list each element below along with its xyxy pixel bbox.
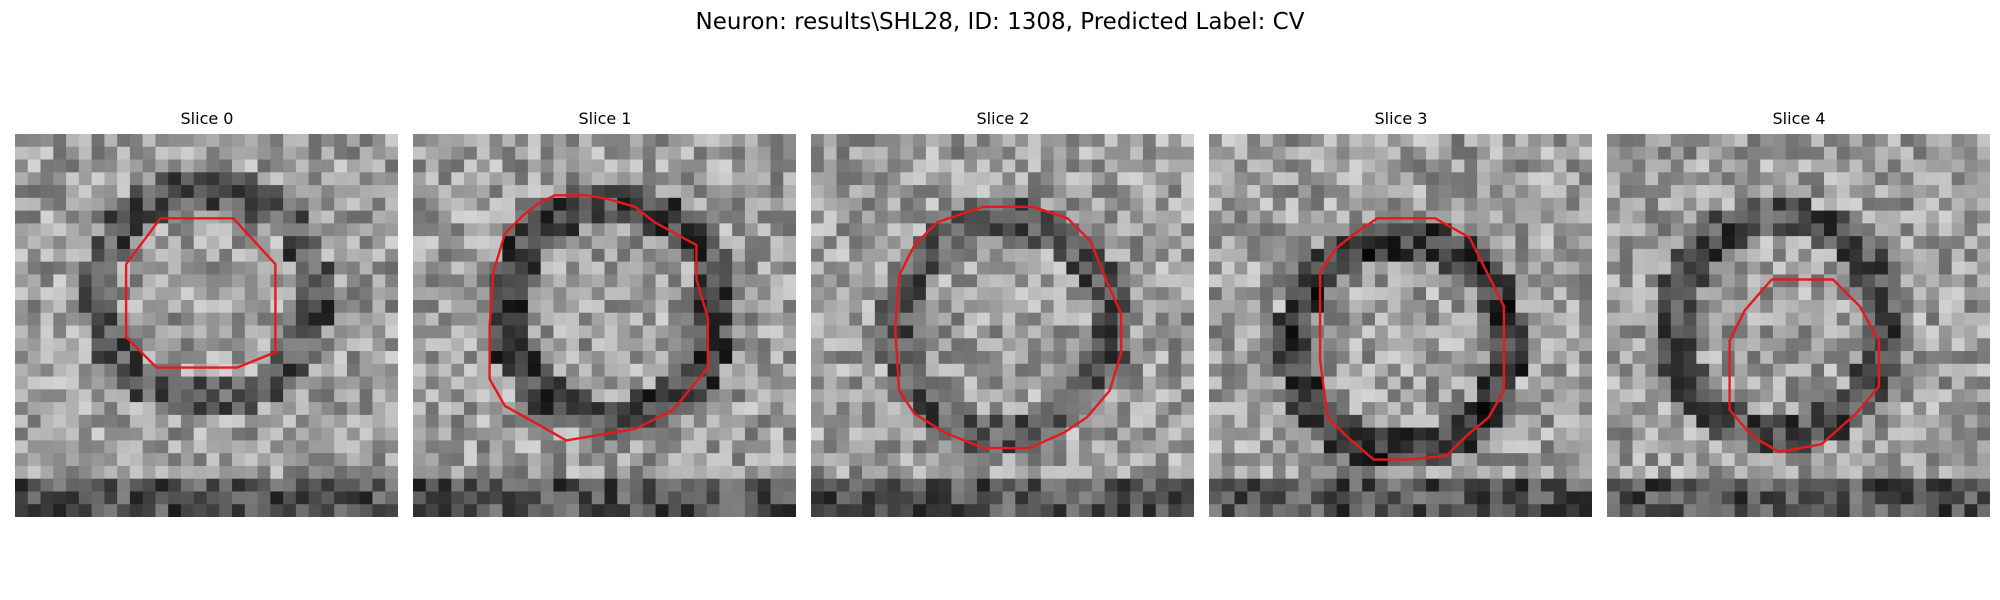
figure-title: Neuron: results\SHL28, ID: 1308, Predict… xyxy=(695,9,1305,35)
slice-image xyxy=(15,134,398,517)
slice-image xyxy=(413,134,796,517)
slice-panel-4: Slice 4 xyxy=(1607,108,1991,517)
micrograph-pixels xyxy=(15,134,398,517)
micrograph-pixels xyxy=(1209,134,1592,517)
segmentation-contour xyxy=(488,194,710,442)
slice-title: Slice 0 xyxy=(180,109,234,128)
slice-image xyxy=(1607,134,1990,517)
segmentation-contour xyxy=(1318,217,1506,461)
segmentation-contour xyxy=(124,217,277,369)
slice-title: Slice 2 xyxy=(976,109,1030,128)
slice-title: Slice 3 xyxy=(1374,109,1428,128)
micrograph-pixels xyxy=(413,134,796,517)
slice-title: Slice 1 xyxy=(578,109,632,128)
slice-title: Slice 4 xyxy=(1772,109,1826,128)
micrograph-pixels xyxy=(811,134,1194,517)
slice-image xyxy=(811,134,1194,517)
micrograph-pixels xyxy=(1607,134,1990,517)
slice-panel-2: Slice 2 xyxy=(811,108,1195,517)
segmentation-contour xyxy=(894,205,1123,450)
slice-panel-3: Slice 3 xyxy=(1209,108,1593,517)
slice-panel-0: Slice 0 xyxy=(15,108,399,517)
segmentation-contour xyxy=(1728,278,1881,454)
slice-image xyxy=(1209,134,1592,517)
slice-panel-1: Slice 1 xyxy=(413,108,797,517)
